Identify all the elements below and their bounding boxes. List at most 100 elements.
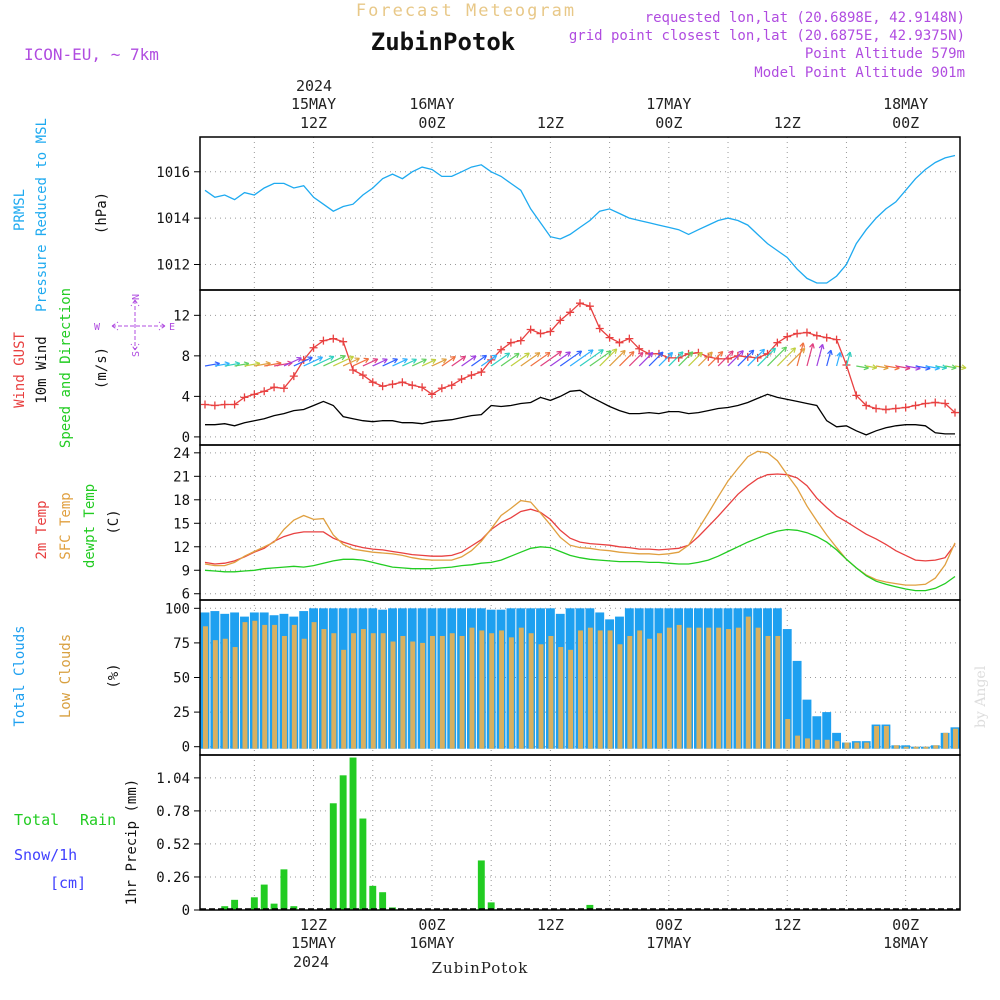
gust-marker xyxy=(210,401,219,410)
low-cloud-bar xyxy=(716,627,722,749)
wind-arrow-head xyxy=(738,350,744,356)
gust-marker xyxy=(240,393,249,402)
wind-arrow xyxy=(796,342,804,367)
low-cloud-bar xyxy=(301,638,307,749)
wind-arrow xyxy=(402,358,417,367)
cloud-label-low: Low Clouds xyxy=(58,634,74,718)
low-cloud-bar xyxy=(597,630,603,749)
year-top: 2024 xyxy=(296,77,332,95)
gust-marker xyxy=(585,302,594,311)
gust-marker xyxy=(526,325,535,334)
wind-arrow xyxy=(540,350,562,367)
rain-bar xyxy=(221,906,229,910)
wind-arrow-head xyxy=(524,352,530,358)
low-cloud-bar xyxy=(272,624,278,749)
low-cloud-bar xyxy=(745,616,751,749)
requested-lonlat: requested lon,lat (20.6898E, 42.9148N) xyxy=(645,10,965,26)
wind-arrow-head xyxy=(460,355,467,362)
gust-marker xyxy=(329,334,338,343)
low-cloud-bar xyxy=(666,627,672,749)
low-cloud-bar xyxy=(341,649,347,749)
gust-marker xyxy=(427,390,436,399)
gust-marker xyxy=(368,378,377,387)
y-tick-label: 100 xyxy=(165,601,190,617)
wind-arrow-head xyxy=(348,355,355,361)
gust-marker xyxy=(783,332,792,341)
wind-arrow xyxy=(362,358,379,367)
wind-arrow-head xyxy=(307,356,313,362)
gust-marker xyxy=(506,338,515,347)
wind-arrow xyxy=(826,349,832,367)
time-date-bottom: 16MAY xyxy=(409,934,454,952)
wind-arrow xyxy=(816,344,824,367)
low-cloud-bar xyxy=(735,627,741,749)
temp-ylabel: (C) xyxy=(106,509,122,534)
wind-arrow xyxy=(421,359,437,367)
wind-arrow xyxy=(668,351,684,367)
wind-arrow-head xyxy=(556,350,563,357)
y-tick-label: 15 xyxy=(173,516,190,532)
rain-bar xyxy=(349,757,357,910)
y-tick-label: 1.04 xyxy=(156,771,190,787)
low-cloud-bar xyxy=(903,746,909,749)
y-tick-label: 4 xyxy=(182,389,190,405)
gust-marker xyxy=(516,336,525,345)
gust-marker xyxy=(546,327,555,336)
wind-arrow xyxy=(905,365,921,370)
wind-arrow xyxy=(628,351,644,367)
wind-arrow xyxy=(264,362,282,367)
wind-label-10m: 10m Wind xyxy=(34,336,50,403)
gust-marker xyxy=(773,338,782,347)
rain-bar xyxy=(231,899,239,910)
temp-label-sfc: SFC Temp xyxy=(58,492,74,559)
low-cloud-bar xyxy=(814,739,820,749)
wind-arrow-head xyxy=(340,354,346,361)
wind-arrow-head xyxy=(534,352,541,358)
series-line-sfc xyxy=(204,450,956,586)
wind-arrow xyxy=(619,351,635,367)
panel-precip: 0 0.26 0.52 0.78 1.04 xyxy=(156,754,961,919)
wind-arrow xyxy=(875,365,889,369)
wind-arrow-head xyxy=(697,351,703,358)
gust-marker xyxy=(891,404,900,413)
y-tick-label: 1016 xyxy=(156,165,190,181)
gust-marker xyxy=(951,408,959,417)
y-tick-label: 0 xyxy=(182,903,190,919)
wind-arrow xyxy=(293,356,313,367)
wind-arrow xyxy=(323,355,346,367)
gust-marker xyxy=(872,404,881,413)
wind-arrow-head xyxy=(441,358,447,364)
wind-arrow xyxy=(935,365,947,369)
compass-rose: N S W E xyxy=(94,294,175,357)
wind-arrow xyxy=(925,365,940,370)
wind-arrow-head xyxy=(818,343,825,350)
gust-marker xyxy=(674,353,683,362)
low-cloud-bar xyxy=(824,739,830,749)
y-tick-label: 1014 xyxy=(156,211,190,227)
low-cloud-bar xyxy=(834,741,840,749)
wind-arrow-head xyxy=(470,355,477,361)
gust-marker xyxy=(822,333,831,342)
low-cloud-bar xyxy=(203,626,208,749)
wind-arrow-head xyxy=(481,354,488,361)
low-cloud-bar xyxy=(222,638,228,749)
wind-arrow-head xyxy=(354,357,360,363)
gust-marker xyxy=(378,382,387,391)
series-line-t2m xyxy=(204,473,956,565)
wind-arrow-head xyxy=(827,349,833,356)
time-tick-top: 12Z xyxy=(774,114,801,132)
y-tick-label: 18 xyxy=(173,493,190,509)
time-date-top: 16MAY xyxy=(409,95,454,113)
rain-bar xyxy=(477,860,485,910)
wind-arrow xyxy=(392,358,408,367)
gust-marker xyxy=(812,331,821,340)
pressure-label-2: Pressure Reduced to MSL xyxy=(34,118,50,312)
wind-arrow xyxy=(500,352,520,367)
panel-frame xyxy=(199,444,961,601)
total-cloud-bar xyxy=(802,699,812,749)
low-cloud-bar xyxy=(686,627,692,749)
watermark: by Angel xyxy=(973,665,989,728)
gust-marker xyxy=(901,403,910,412)
